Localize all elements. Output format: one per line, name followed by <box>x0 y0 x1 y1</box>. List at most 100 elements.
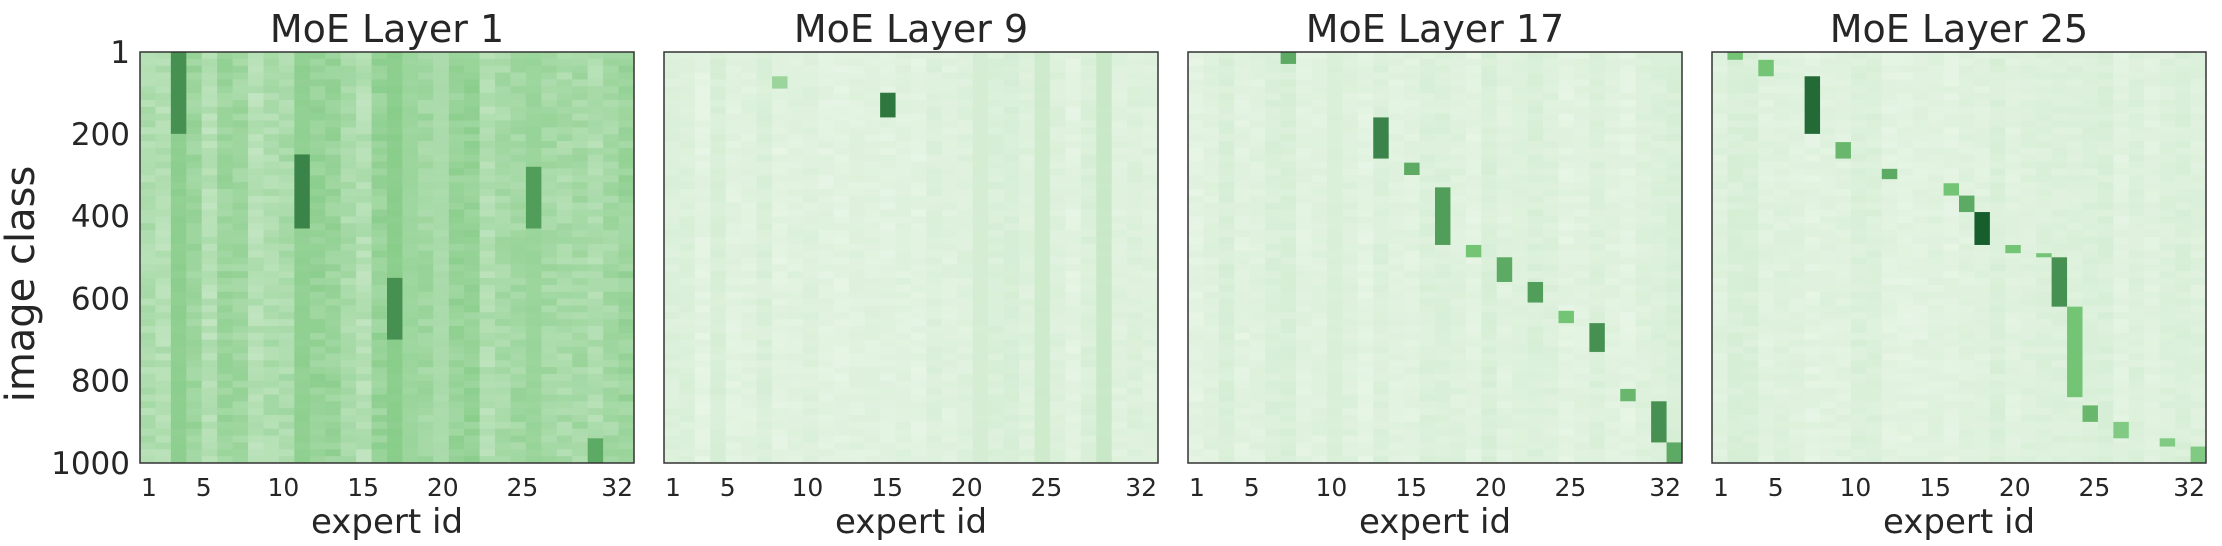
heatmap-cell <box>664 394 680 402</box>
heatmap-cell <box>278 243 295 252</box>
heatmap-cell <box>679 141 696 149</box>
heatmap-cell <box>1080 147 1097 156</box>
heatmap-cell <box>694 58 711 67</box>
heatmap-cell <box>572 319 589 327</box>
heatmap-cell <box>1218 284 1235 293</box>
heatmap-cell <box>880 298 897 306</box>
heatmap-cell <box>895 168 912 176</box>
heatmap-cell <box>772 442 788 450</box>
heatmap-cell <box>1450 401 1467 409</box>
heatmap-cell <box>864 243 881 252</box>
heatmap-cell <box>864 456 881 464</box>
heatmap-cell <box>309 319 326 327</box>
heatmap-cell <box>756 415 773 423</box>
heatmap-block <box>587 438 604 463</box>
heatmap-cell <box>495 305 511 313</box>
heatmap-cell <box>278 428 295 437</box>
heatmap-cell <box>926 373 943 382</box>
heatmap-cell <box>941 161 958 169</box>
heatmap-cell <box>278 65 295 74</box>
heatmap-cell <box>155 408 172 416</box>
heatmap-cell <box>603 182 620 190</box>
heatmap-cell <box>603 291 620 300</box>
heatmap-cell <box>448 230 465 238</box>
heatmap-cell <box>556 264 573 272</box>
heatmap-cell <box>587 394 604 402</box>
heatmap-cell <box>603 65 620 74</box>
heatmap-cell <box>1296 127 1312 135</box>
heatmap-cell <box>587 182 604 190</box>
heatmap-cell <box>849 271 866 279</box>
heatmap-cell <box>1003 243 1020 252</box>
heatmap-cell <box>864 106 881 115</box>
heatmap-cell <box>1265 58 1282 67</box>
heatmap-cell <box>1127 58 1144 67</box>
heatmap-cell <box>1357 291 1374 300</box>
heatmap-cell <box>1435 353 1451 361</box>
heatmap-cell <box>417 284 434 293</box>
heatmap-cell <box>1080 141 1097 149</box>
heatmap-cell <box>464 394 481 402</box>
heatmap-cell <box>340 93 357 101</box>
heatmap-cell <box>186 120 203 128</box>
heatmap-cell <box>1188 408 1204 416</box>
heatmap-cell <box>1404 449 1421 457</box>
heatmap-cell <box>1388 216 1405 224</box>
heatmap-cell <box>1065 72 1082 80</box>
heatmap-cell <box>1265 216 1282 224</box>
heatmap-cell <box>694 189 711 197</box>
heatmap-cell <box>988 367 1005 375</box>
heatmap-cell <box>1311 161 1328 169</box>
heatmap-cell <box>448 373 465 382</box>
heatmap-cell <box>618 202 635 211</box>
heatmap-cell <box>448 134 465 142</box>
heatmap-cell <box>1342 168 1359 176</box>
heatmap-cell <box>572 257 589 265</box>
heatmap-cell <box>1142 401 1159 409</box>
heatmap-cell <box>1357 93 1374 101</box>
heatmap-cell <box>201 421 218 430</box>
heatmap-cell <box>1049 319 1066 327</box>
heatmap-cell <box>941 168 958 176</box>
heatmap-cell <box>849 332 866 341</box>
heatmap-cell <box>1357 428 1374 437</box>
heatmap-cell <box>140 380 156 389</box>
heatmap-cell <box>464 93 481 101</box>
heatmap-cell <box>448 154 465 163</box>
heatmap-cell <box>818 127 835 135</box>
heatmap-cell <box>1249 52 1266 60</box>
heatmap-cell <box>1419 449 1436 457</box>
heatmap-cell <box>1435 264 1451 272</box>
heatmap-cell <box>417 319 434 327</box>
heatmap-cell <box>618 449 635 457</box>
heatmap-cell <box>1019 93 1035 101</box>
heatmap-cell <box>479 387 496 395</box>
heatmap-cell <box>1265 353 1282 361</box>
heatmap-cell <box>371 141 388 149</box>
heatmap-cell <box>263 428 280 437</box>
heatmap-cell <box>895 291 912 300</box>
heatmap-cell <box>1203 305 1220 313</box>
heatmap-cell <box>1404 106 1421 115</box>
heatmap-cell <box>864 236 881 245</box>
heatmap-cell <box>1188 230 1204 238</box>
heatmap-cell <box>802 99 819 108</box>
heatmap-cell <box>802 278 819 286</box>
heatmap-cell <box>1080 168 1097 176</box>
heatmap-cell <box>232 298 249 306</box>
heatmap-cell <box>232 319 249 327</box>
heatmap-cell <box>1296 442 1312 450</box>
heatmap-cell <box>1373 353 1390 361</box>
heatmap-cell <box>1080 284 1097 293</box>
heatmap-cell <box>1435 106 1451 115</box>
heatmap-cell <box>263 230 280 238</box>
heatmap-cell <box>664 380 680 389</box>
heatmap-cell <box>1373 236 1390 245</box>
heatmap-cell <box>464 216 481 224</box>
heatmap-cell <box>278 401 295 409</box>
heatmap-cell <box>1234 127 1251 135</box>
heatmap-cell <box>1234 319 1251 327</box>
heatmap-cell <box>864 360 881 368</box>
heatmap-cell <box>572 175 589 183</box>
heatmap-cell <box>1311 373 1328 382</box>
